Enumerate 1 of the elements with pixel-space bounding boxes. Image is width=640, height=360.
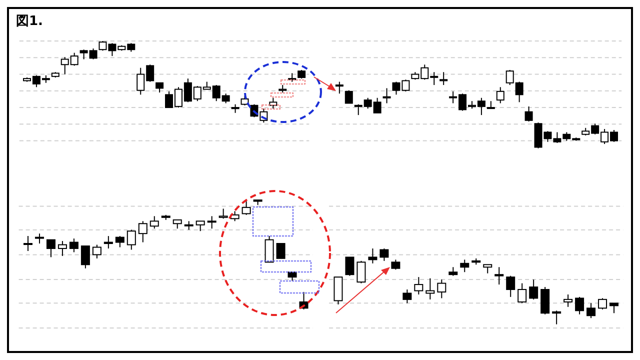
chart-title: 図1. <box>16 14 43 29</box>
